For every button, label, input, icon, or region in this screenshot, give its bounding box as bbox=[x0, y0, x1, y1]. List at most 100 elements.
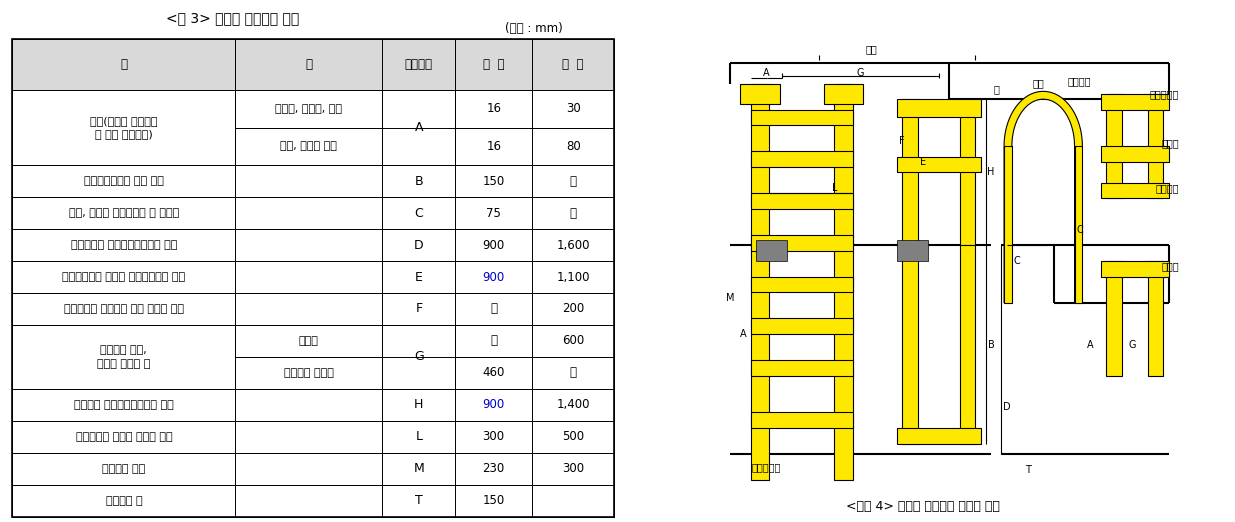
Text: G: G bbox=[414, 350, 424, 363]
Text: 중간대: 중간대 bbox=[1161, 138, 1179, 149]
Bar bbox=[12, 421, 615, 453]
Text: 난간: 난간 bbox=[1032, 78, 1044, 89]
Text: 바닥에서 상부난간대까지의 거리: 바닥에서 상부난간대까지의 거리 bbox=[74, 400, 174, 410]
Text: G: G bbox=[857, 68, 864, 78]
Text: A: A bbox=[763, 68, 769, 78]
Bar bbox=[12, 261, 615, 293]
Bar bbox=[12, 127, 615, 165]
Text: 사다리, 디딤대, 통로: 사다리, 디딤대, 통로 bbox=[275, 104, 342, 114]
Text: 460: 460 bbox=[483, 366, 505, 379]
Text: 바닥면에서 난간시작부까지의 거리: 바닥면에서 난간시작부까지의 거리 bbox=[70, 240, 177, 250]
Text: H: H bbox=[987, 167, 994, 177]
Bar bbox=[1100, 94, 1168, 110]
Text: (단위 : mm): (단위 : mm) bbox=[505, 22, 562, 35]
Text: G: G bbox=[1129, 339, 1136, 350]
Text: L: L bbox=[831, 183, 837, 193]
Text: 수직사다리 수직대와 난간 사이의 거리: 수직사다리 수직대와 난간 사이의 거리 bbox=[64, 304, 184, 314]
Bar bbox=[751, 84, 769, 480]
Bar bbox=[897, 240, 929, 261]
Text: －: － bbox=[569, 366, 577, 379]
Bar bbox=[12, 453, 615, 485]
Bar bbox=[1105, 261, 1121, 376]
Bar bbox=[12, 165, 615, 197]
Text: M: M bbox=[414, 462, 424, 476]
Text: 수직사다리 수직대 사이의 거리: 수직사다리 수직대 사이의 거리 bbox=[75, 432, 172, 442]
Text: <그림 4> 난간과 손잡이의 모양과 치수: <그림 4> 난간과 손잡이의 모양과 치수 bbox=[846, 500, 1000, 513]
Text: C: C bbox=[1014, 256, 1020, 266]
Text: C: C bbox=[1077, 224, 1083, 235]
Text: 발끝막이: 발끝막이 bbox=[1156, 183, 1179, 193]
Text: 500: 500 bbox=[562, 430, 584, 443]
Text: 75: 75 bbox=[487, 207, 501, 220]
Text: 계단이나 경사로: 계단이나 경사로 bbox=[284, 368, 333, 378]
Text: A: A bbox=[740, 329, 746, 339]
Text: E: E bbox=[920, 157, 926, 167]
Bar bbox=[12, 293, 615, 325]
Text: 최  대: 최 대 bbox=[562, 58, 584, 71]
Text: B: B bbox=[988, 339, 994, 350]
Text: <표 3> 난간과 손잡이의 치수: <표 3> 난간과 손잡이의 치수 bbox=[165, 11, 299, 25]
Bar bbox=[751, 277, 852, 292]
Bar bbox=[1100, 183, 1168, 198]
Text: 상부난간대: 상부난간대 bbox=[1150, 89, 1179, 99]
Text: 손잡이지지부의 안쪽 거리: 손잡이지지부의 안쪽 거리 bbox=[84, 176, 164, 186]
Bar bbox=[897, 428, 981, 444]
Text: 보: 보 bbox=[993, 84, 999, 94]
Text: 난간상부에서 플랫폼 바닥면까지의 거리: 난간상부에서 플랫폼 바닥면까지의 거리 bbox=[62, 272, 185, 282]
Text: D: D bbox=[1003, 402, 1010, 412]
Text: 900: 900 bbox=[483, 270, 505, 283]
Bar bbox=[751, 193, 852, 209]
Bar bbox=[897, 157, 981, 172]
Bar bbox=[12, 357, 615, 389]
Text: F: F bbox=[899, 136, 905, 146]
Text: A: A bbox=[415, 121, 424, 134]
Bar bbox=[751, 318, 852, 334]
Text: 200: 200 bbox=[562, 302, 584, 315]
Bar bbox=[835, 84, 852, 480]
Text: 900: 900 bbox=[483, 239, 505, 252]
Text: 150: 150 bbox=[483, 494, 505, 507]
Text: 600: 600 bbox=[562, 335, 584, 348]
Text: M: M bbox=[726, 292, 735, 303]
Bar bbox=[1004, 146, 1011, 303]
Bar bbox=[824, 84, 863, 104]
Text: T: T bbox=[1025, 465, 1030, 475]
Bar bbox=[897, 99, 981, 117]
Text: E: E bbox=[415, 270, 422, 283]
Text: 통행로바닥: 통행로바닥 bbox=[752, 462, 782, 472]
Text: F: F bbox=[415, 302, 422, 315]
Text: A: A bbox=[1087, 339, 1093, 350]
Text: 150: 150 bbox=[483, 175, 505, 187]
Bar bbox=[1147, 94, 1163, 198]
Bar bbox=[12, 325, 615, 357]
Text: L: L bbox=[415, 430, 422, 443]
Text: 천장: 천장 bbox=[864, 44, 877, 55]
Bar bbox=[751, 151, 852, 167]
Text: 80: 80 bbox=[566, 140, 580, 153]
Text: 지름(각재인 경우에는
폭 또는 가로길이): 지름(각재인 경우에는 폭 또는 가로길이) bbox=[90, 116, 158, 139]
Bar bbox=[1074, 146, 1082, 303]
Text: 300: 300 bbox=[562, 462, 584, 476]
Bar bbox=[960, 245, 976, 444]
PathPatch shape bbox=[1004, 91, 1082, 303]
Text: 16: 16 bbox=[487, 140, 501, 153]
Text: T: T bbox=[415, 494, 422, 507]
Text: 30: 30 bbox=[566, 102, 580, 115]
Text: 최  소: 최 소 bbox=[483, 58, 504, 71]
Text: 구: 구 bbox=[120, 58, 127, 71]
Bar bbox=[12, 90, 615, 127]
Text: 난간, 손잡이 부착부분의 손 여유틈: 난간, 손잡이 부착부분의 손 여유틈 bbox=[69, 208, 179, 218]
Text: 1,400: 1,400 bbox=[557, 398, 590, 411]
Text: 발끝여유 틈: 발끝여유 틈 bbox=[105, 496, 142, 506]
Text: 분: 분 bbox=[305, 58, 312, 71]
Text: D: D bbox=[414, 239, 424, 252]
Text: C: C bbox=[415, 207, 424, 220]
Bar bbox=[12, 389, 615, 421]
Bar bbox=[12, 197, 615, 229]
Bar bbox=[1147, 261, 1163, 376]
Bar bbox=[1105, 94, 1121, 198]
Text: 300: 300 bbox=[483, 430, 505, 443]
Text: 230: 230 bbox=[483, 462, 505, 476]
Text: －: － bbox=[490, 302, 498, 315]
Text: 상부공간: 상부공간 bbox=[1068, 76, 1092, 86]
